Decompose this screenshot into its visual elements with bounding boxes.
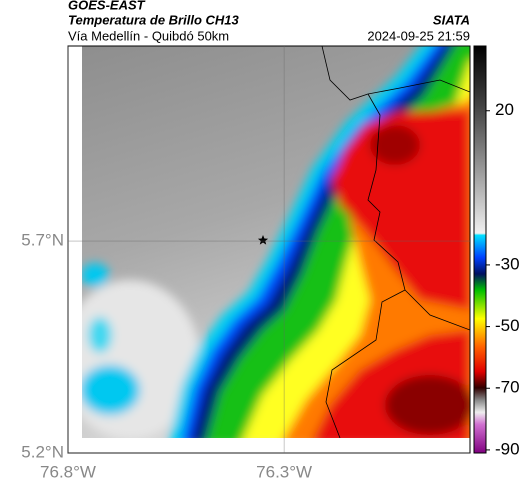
colorbar-tick-label: 20 [495,100,514,119]
colorbar-tick-label: -90 [495,439,520,458]
lon-tick-label: 76.3°W [256,462,312,481]
city-marker [257,235,269,245]
borders [321,46,470,438]
colorbar-tick-label: -30 [495,254,520,273]
lat-tick-label: 5.2°N [21,442,64,461]
colorbar [473,45,487,454]
title: Temperatura de Brillo CH13 [68,12,240,27]
lon-tick-label: 76.8°W [40,462,96,481]
source: SIATA [433,12,470,27]
subtitle: Vía Medellín - Quibdó 50km [68,28,229,43]
lat-tick-label: 5.7°N [21,231,64,250]
colorbar-tick-label: -70 [495,378,520,397]
brightness-field [82,46,470,438]
satellite: GOES-EAST [68,0,146,12]
colorbar-tick-label: -50 [495,316,520,335]
timestamp: 2024-09-25 21:59 [367,28,470,43]
